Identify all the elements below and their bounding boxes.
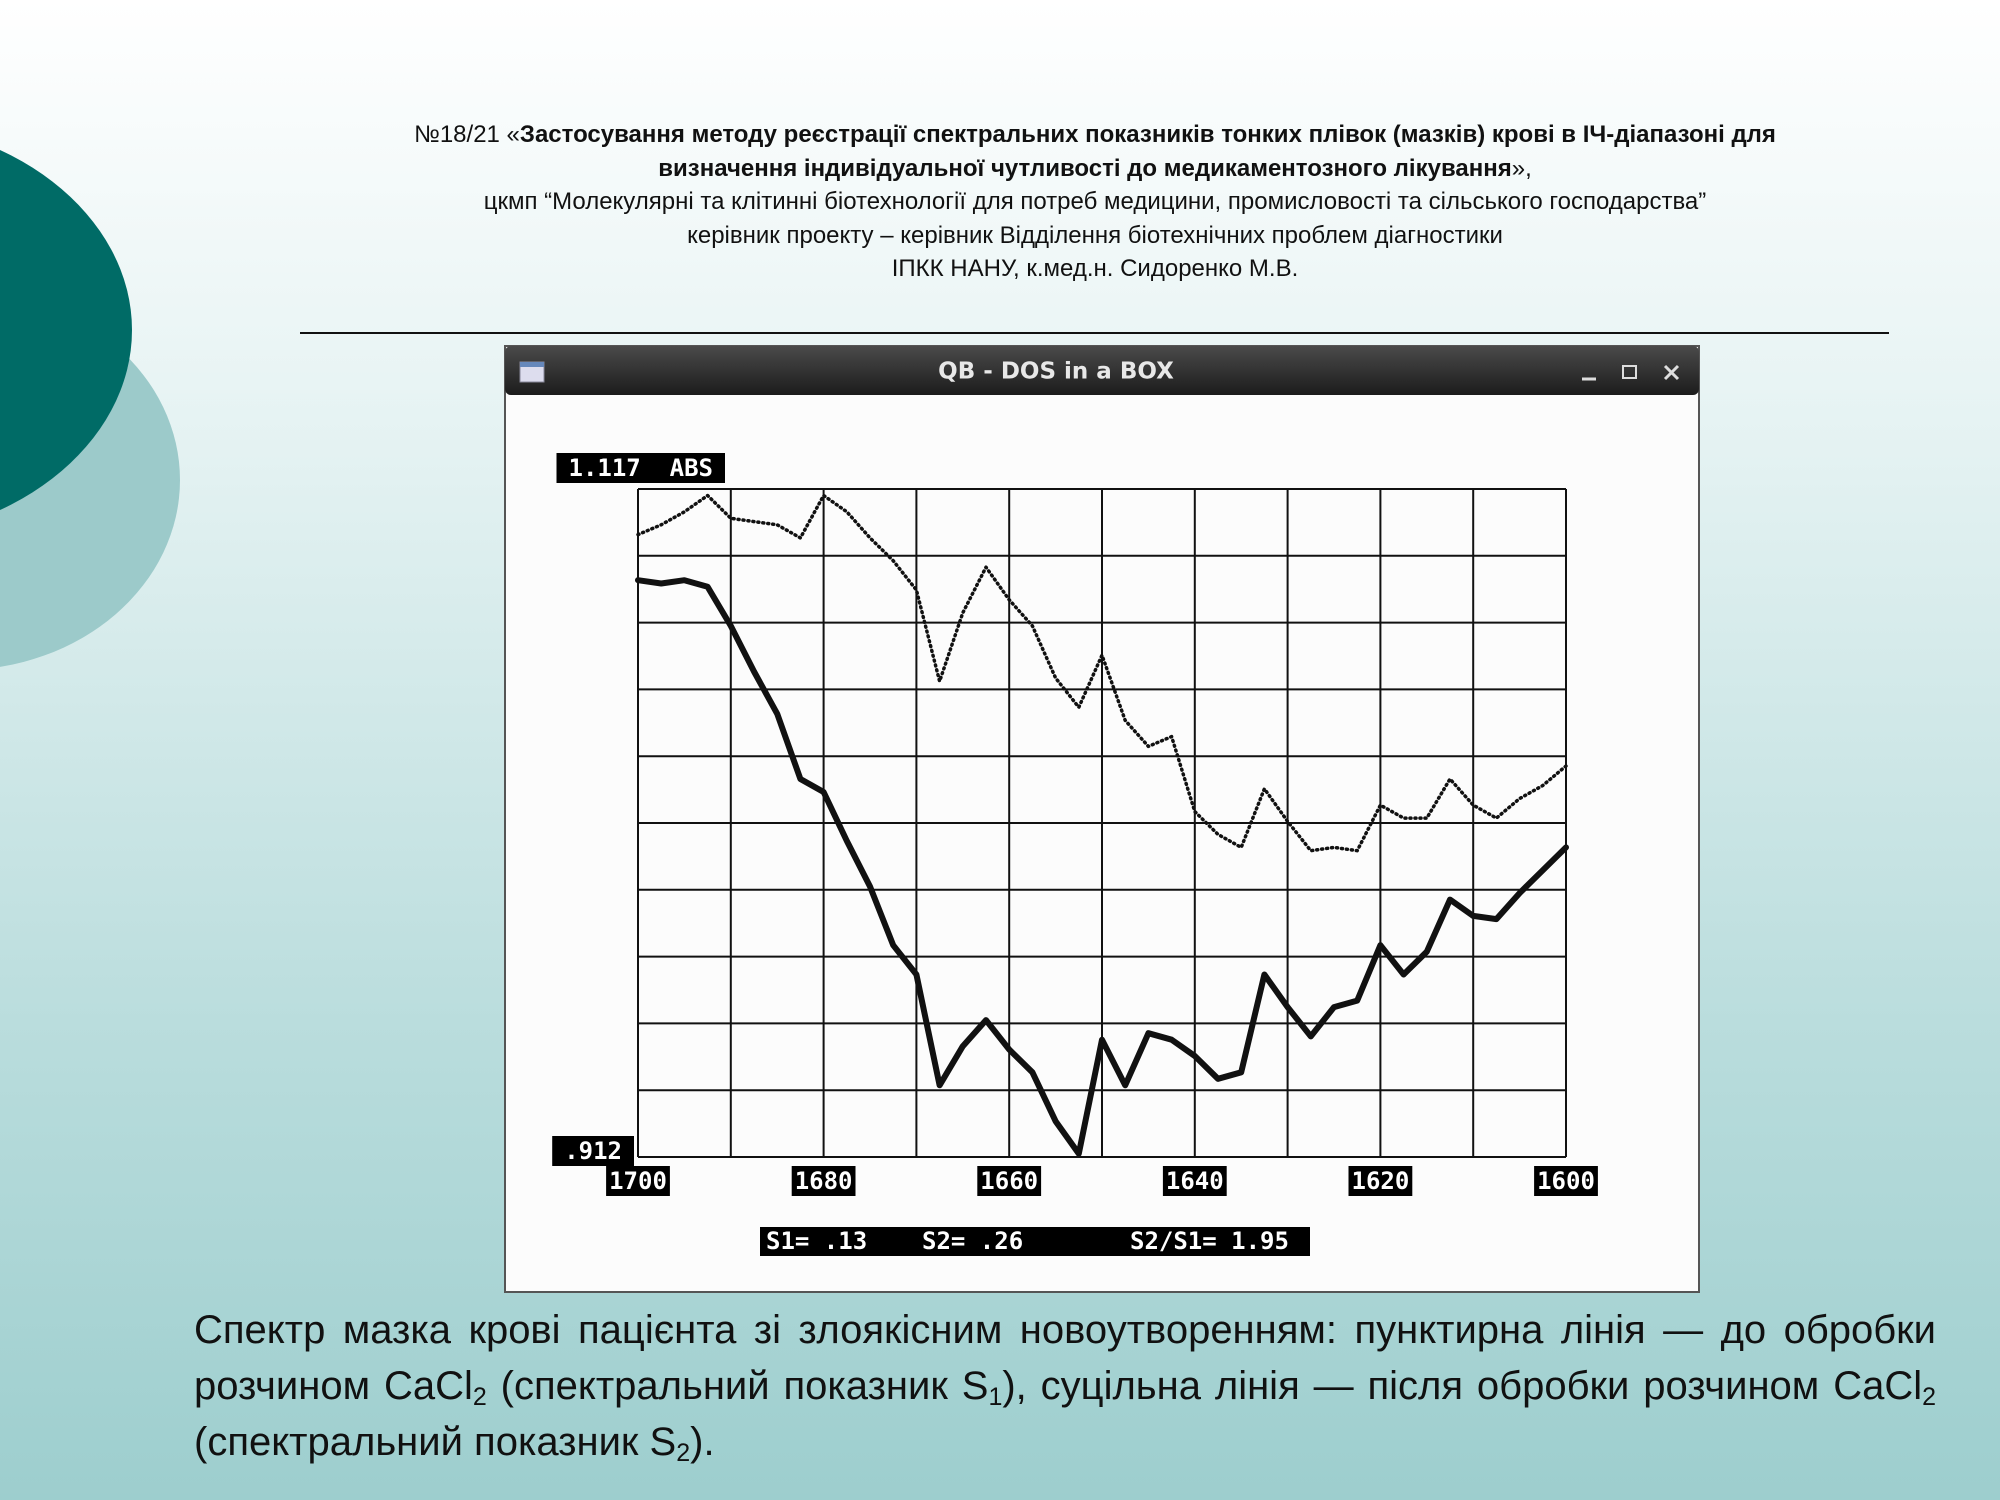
y-tick-label: 1.117 ABS <box>569 454 714 482</box>
subscript: 2 <box>676 1439 691 1467</box>
subscript: 1 <box>988 1383 1003 1411</box>
header-text: №18/21 « <box>414 121 520 148</box>
label-box <box>977 1166 1042 1196</box>
header: №18/21 «Застосування методу реєстрації с… <box>300 118 1890 286</box>
x-tick-label: 1680 <box>795 1167 853 1195</box>
header-line: цкмп “Молекулярні та клітинні біотехноло… <box>483 188 1707 215</box>
stats-bar <box>760 1227 1310 1256</box>
label-box <box>552 1136 634 1166</box>
stat-label: S1= .13 <box>766 1227 867 1255</box>
caption-text: ). <box>690 1420 715 1464</box>
x-tick-label: 1660 <box>980 1167 1038 1195</box>
subscript: 2 <box>472 1383 487 1411</box>
header-line: ІПКК НАНУ, к.мед.н. Сидоренко М.В. <box>891 255 1299 282</box>
stat-label: S2= .26 <box>922 1227 1023 1255</box>
close-button[interactable] <box>1663 364 1680 381</box>
caption-text: Спектр мазка крові пацієнта зі злоякісни… <box>194 1308 1936 1408</box>
label-box <box>1348 1166 1413 1196</box>
caption-text: ), суцільна лінія — після обробки розчин… <box>1002 1364 1923 1408</box>
window-icon-bar <box>520 362 544 367</box>
plot: 1700 1680 1660 1640 1620 1600 1.117 ABS .912 S1=… <box>552 453 1598 1255</box>
subscript: 2 <box>1922 1383 1937 1411</box>
label-box <box>1534 1166 1598 1196</box>
caption-text: (спектральний показник S <box>486 1364 989 1408</box>
caption-text: (спектральний показник S <box>194 1420 677 1464</box>
series-line <box>636 493 1568 853</box>
y-tick-label: .912 <box>564 1137 622 1165</box>
title-bar <box>505 346 1699 395</box>
header-line: керівник проекту – керівник Відділення б… <box>687 221 1503 249</box>
caption: Спектр мазка крові пацієнта зі злоякісни… <box>194 1302 1936 1470</box>
x-tick-label: 1640 <box>1166 1167 1224 1195</box>
label-box <box>791 1166 856 1196</box>
label-box <box>606 1166 670 1196</box>
header-title: визначення індивідуальної чутливості до … <box>658 154 1512 182</box>
maximize-button[interactable] <box>1622 365 1637 379</box>
x-tick-label: 1620 <box>1352 1167 1410 1195</box>
label-box <box>1162 1166 1227 1196</box>
divider <box>300 332 1889 334</box>
stat-label: S2/S1= 1.95 <box>1130 1227 1289 1255</box>
x-tick-label: 1600 <box>1537 1167 1595 1195</box>
header-text: », <box>1511 154 1532 182</box>
window-title: QB - DOS in a BOX <box>938 359 1174 385</box>
series-line <box>635 577 1569 1157</box>
decor-shape <box>0 150 132 510</box>
header-title: Застосування методу реєстрації спектраль… <box>519 121 1776 148</box>
label-box <box>556 453 725 483</box>
x-tick-label: 1700 <box>609 1167 667 1195</box>
header-line: №18/21 «Застосування методу реєстрації с… <box>300 118 1890 185</box>
